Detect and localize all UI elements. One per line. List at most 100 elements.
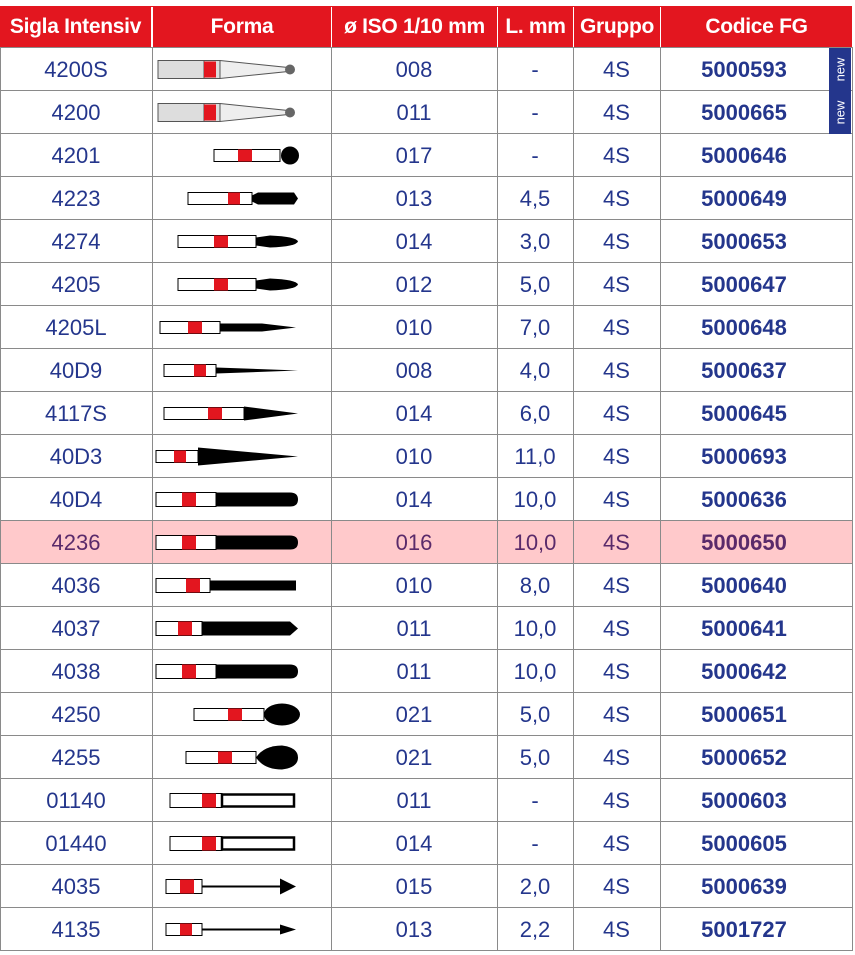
red-band-marker [204, 104, 216, 121]
cell-codice: 5000641 [701, 615, 787, 641]
cell-sigla: 4205 [51, 271, 101, 297]
cell-iso: 021 [395, 701, 433, 727]
red-band-marker [228, 192, 240, 205]
cell-length: - [531, 787, 539, 813]
row-divider [0, 821, 852, 822]
column-divider [573, 47, 574, 951]
red-band-marker [182, 664, 196, 679]
row-divider [0, 907, 852, 908]
bur-shape-flame-thin-ball-icon [157, 59, 295, 80]
cell-length: 4,5 [519, 185, 551, 211]
cell-gruppo: 4S [603, 701, 630, 727]
column-divider [852, 47, 853, 951]
cell-sigla: 4255 [51, 744, 101, 770]
row-divider [0, 47, 852, 48]
cell-sigla: 4274 [51, 228, 101, 254]
cell-length: 8,0 [519, 572, 551, 598]
row-divider [0, 391, 852, 392]
cell-gruppo: 4S [603, 271, 630, 297]
bur-shape-round-end-cylinder-icon [155, 535, 298, 550]
column-divider [660, 47, 661, 951]
bur-shape-short-flame-icon [177, 235, 298, 248]
cell-iso: 014 [395, 400, 433, 426]
cell-gruppo: 4S [603, 916, 630, 942]
cell-sigla: 4117S [45, 400, 107, 426]
cell-codice: 5000649 [701, 185, 787, 211]
cell-iso: 008 [395, 56, 433, 82]
cell-sigla: 4201 [51, 142, 101, 168]
cell-codice: 5000693 [701, 443, 787, 469]
cell-gruppo: 4S [603, 228, 630, 254]
cell-iso: 013 [395, 185, 433, 211]
cell-sigla: 4037 [51, 615, 101, 641]
row-divider [0, 563, 852, 564]
bur-shape-taper-icon [163, 406, 298, 421]
red-band-marker [186, 578, 200, 593]
red-band-marker [218, 751, 232, 764]
cell-iso: 012 [395, 271, 433, 297]
header-gruppo: Gruppo [574, 6, 660, 47]
cell-length: 2,2 [519, 916, 551, 942]
red-band-marker [180, 879, 194, 894]
header-iso: ø ISO 1/10 mm [332, 6, 497, 47]
cell-iso: 008 [395, 357, 433, 383]
row-divider [0, 133, 852, 134]
cell-sigla: 4036 [51, 572, 101, 598]
cell-iso: 017 [395, 142, 433, 168]
cell-iso: 011 [396, 658, 432, 684]
bur-shape-long-needle-icon [159, 321, 296, 334]
row-divider [0, 649, 852, 650]
cell-length: 7,0 [519, 314, 551, 340]
cell-gruppo: 4S [603, 486, 630, 512]
cell-sigla: 01440 [45, 830, 107, 856]
cell-iso: 014 [395, 486, 433, 512]
cell-codice: 5000640 [701, 572, 787, 598]
cell-gruppo: 4S [603, 873, 630, 899]
red-band-marker [182, 535, 196, 550]
cell-sigla: 01140 [46, 787, 106, 813]
bur-shape-pointed-cylinder-icon [155, 621, 298, 636]
cell-codice: 5000603 [701, 787, 787, 813]
row-divider [0, 864, 852, 865]
bur-shape-short-cylinder-icon [187, 192, 298, 205]
bur-shape-thin-arrow-small-icon [165, 923, 296, 936]
column-divider [497, 47, 498, 951]
cell-iso: 010 [395, 443, 433, 469]
cell-codice: 5000642 [701, 658, 787, 684]
cell-codice: 5000636 [701, 486, 787, 512]
cell-sigla: 4200S [44, 56, 108, 82]
cell-length: 5,0 [519, 701, 551, 727]
cell-gruppo: 4S [603, 314, 630, 340]
bur-shape-egg-pointed-icon [185, 745, 298, 770]
cell-length: 10,0 [513, 529, 557, 555]
cell-gruppo: 4S [603, 99, 630, 125]
header-codice: Codice FG [661, 6, 852, 47]
cell-gruppo: 4S [603, 142, 630, 168]
header-length: L. mm [498, 6, 573, 47]
row-divider [0, 90, 852, 91]
row-divider [0, 520, 852, 521]
new-badge: new [829, 91, 851, 134]
cell-iso: 011 [396, 787, 432, 813]
cell-codice: 5000652 [701, 744, 787, 770]
cell-iso: 010 [395, 572, 433, 598]
cell-gruppo: 4S [603, 658, 630, 684]
cell-sigla: 4250 [51, 701, 101, 727]
red-band-marker [238, 149, 252, 162]
cell-gruppo: 4S [603, 400, 630, 426]
row-divider [0, 606, 852, 607]
cell-iso: 014 [395, 830, 433, 856]
bur-shape-outline-cylinder-icon [169, 793, 296, 808]
cell-length: - [531, 830, 539, 856]
bur-shape-thin-arrow-icon [165, 878, 296, 895]
row-divider [0, 778, 852, 779]
red-band-marker [180, 923, 192, 936]
red-band-marker [182, 492, 196, 507]
cell-length: 4,0 [519, 357, 551, 383]
table-top-border [0, 6, 852, 7]
bur-shape-round-end-cylinder-icon [155, 664, 298, 679]
cell-codice: 5000647 [701, 271, 787, 297]
row-divider [0, 692, 852, 693]
cell-codice: 5000639 [701, 873, 787, 899]
